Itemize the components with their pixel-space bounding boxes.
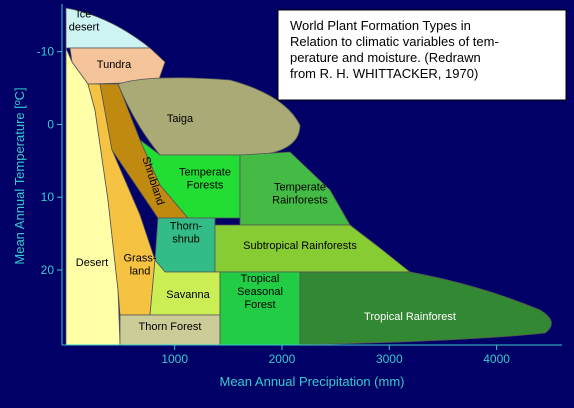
region-label-line: Grass- [124,253,157,265]
x-tick-label: 3000 [376,352,403,366]
region-label-line: Taiga [167,113,194,125]
subtropical-rainforests-region [214,224,412,273]
x-tick-label: 2000 [269,352,296,366]
tropical-rainforest-region [299,271,552,346]
y-tick-label: -10 [37,45,55,59]
region-label-line: Thorn- [170,221,203,233]
region-label: Taiga [167,113,194,125]
region-label-line: Forest [244,299,275,311]
region-label-line: Temperate [274,182,326,194]
title-box [277,9,567,101]
region-label-line: shrub [172,234,200,246]
x-tick-label: 1000 [161,352,188,366]
region-label: Savanna [166,289,210,301]
chart-title: World Plant Formation Types in Relation t… [290,18,499,81]
x-tick-label: 4000 [483,352,510,366]
region-label: Temperate Rainforests [272,182,328,207]
region-label-line: Tropical [241,273,280,285]
region-label-line: Rainforests [272,195,328,207]
region-label-line: Seasonal [237,286,283,298]
region-label: Subtropical Rainforests [243,240,357,252]
taiga-region [117,77,301,156]
y-tick-label: 10 [41,190,55,204]
region-label-line: Thorn Forest [139,321,202,333]
x-axis-label: Mean Annual Precipitation (mm) [220,374,405,389]
region-label-line: Forests [187,180,224,192]
region-label: Ice desert [69,9,100,34]
region-label: Tropical Rainforest [364,311,456,323]
region-label: Desert [76,257,108,269]
region-label-line: Savanna [166,289,210,301]
region-label: Grass-land [124,253,157,278]
region-label: Temperate Forests [179,167,231,192]
region-label-line: Tropical Rainforest [364,311,456,323]
title-line: perature and moisture. (Redrawn [290,50,481,65]
region-label-line: Desert [76,257,108,269]
biome-regions [65,7,552,346]
region-label: Tundra [97,59,132,71]
title-line: Relation to climatic variables of tem- [290,34,499,49]
y-tick-label: 20 [41,263,55,277]
y-axis-label: Mean Annual Temperature [ºC] [12,87,27,264]
region-label: Thorn-shrub [170,221,203,246]
title-line: from R. H. WHITTACKER, 1970) [290,66,478,81]
region-label-line: Temperate [179,167,231,179]
y-tick-label: 0 [47,117,54,131]
region-label-line: Subtropical Rainforests [243,240,357,252]
region-label-line: Tundra [97,59,132,71]
title-line: World Plant Formation Types in [290,18,471,33]
region-label: Thorn Forest [139,321,202,333]
region-label-line: desert [69,22,100,34]
region-label: Tropical Seasonal Forest [237,273,283,311]
region-label-line: land [130,266,151,278]
region-label-line: Ice [77,9,92,21]
temperate-rainforests-region [239,151,351,226]
